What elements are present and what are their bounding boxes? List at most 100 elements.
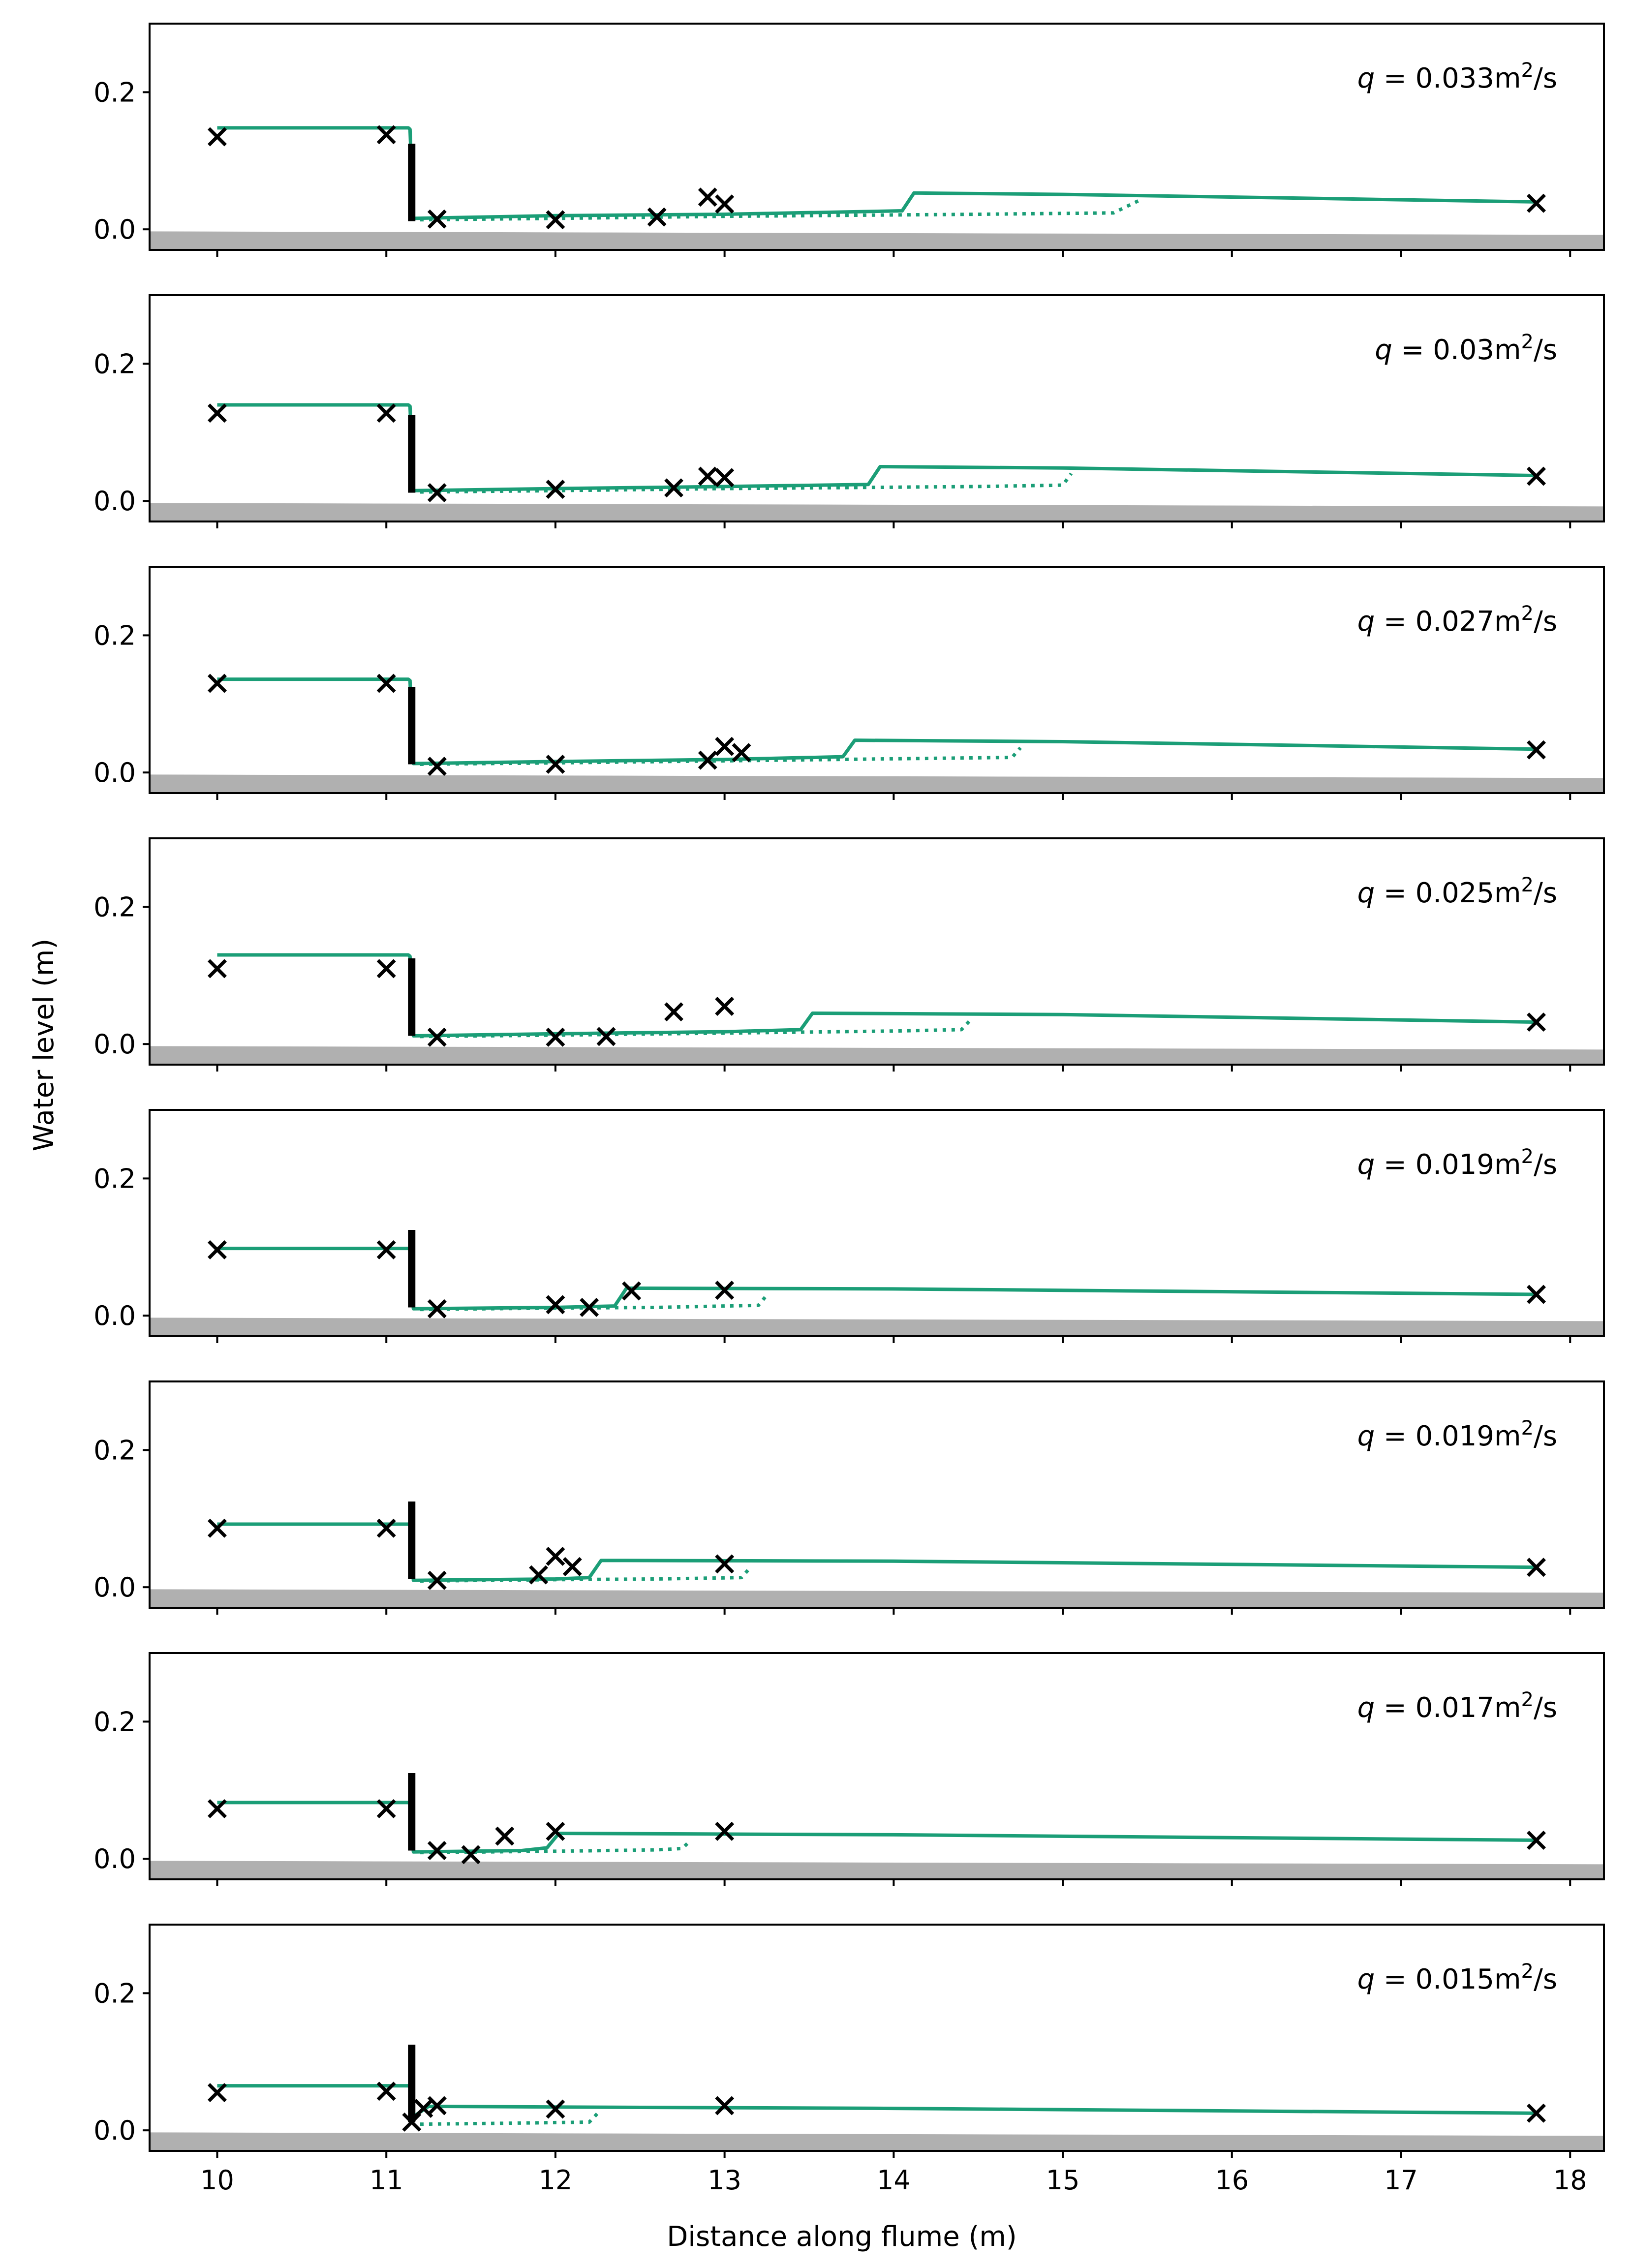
y-tick-label: 0.0	[93, 214, 136, 245]
measured-point-8	[1527, 1012, 1546, 1032]
q-unit-suffix: /s	[1534, 62, 1557, 94]
measured-marker-stroke	[376, 1799, 396, 1818]
measured-marker-stroke	[715, 468, 735, 488]
y-tick-label: 0.0	[93, 1843, 136, 1874]
measured-point-2	[376, 1518, 396, 1538]
measured-point-1	[208, 1518, 227, 1538]
measured-point-7	[715, 1281, 735, 1300]
measured-marker-stroke	[414, 2099, 433, 2118]
y-tick-label: 0.2	[93, 1163, 136, 1194]
measured-marker-stroke	[596, 1027, 616, 1046]
measured-marker-stroke	[546, 210, 565, 230]
measured-point-1	[208, 674, 227, 693]
measured-point-6	[698, 466, 717, 486]
measured-point-7	[715, 468, 735, 488]
measured-point-6	[622, 1281, 642, 1301]
q-value: = 0.017m	[1375, 1692, 1521, 1724]
measured-point-3	[427, 483, 447, 502]
measured-marker-stroke	[622, 1281, 642, 1301]
measured-point-7	[715, 2096, 735, 2115]
q-unit-suffix: /s	[1534, 606, 1557, 638]
y-tick-label: 0.2	[93, 1978, 136, 2009]
panel-4: 0.0 0.2 q = 0.025m2/s	[93, 837, 1605, 1072]
model-solid-line	[217, 126, 1537, 220]
model-dotted-line	[420, 746, 1022, 766]
measured-marker-stroke	[376, 1240, 396, 1259]
y-tick-label: 0.0	[93, 486, 136, 517]
measured-marker-stroke	[376, 959, 396, 979]
measured-marker-stroke	[664, 1002, 684, 1022]
panel-plot-area	[150, 1773, 1604, 1879]
measured-marker-stroke	[715, 1821, 735, 1841]
measured-marker-stroke	[208, 674, 227, 693]
q-symbol: q	[1375, 334, 1392, 366]
measured-marker-stroke	[715, 736, 735, 756]
q-unit-exponent: 2	[1521, 1417, 1534, 1440]
y-tick-label: 0.2	[93, 348, 136, 379]
q-unit-suffix: /s	[1534, 334, 1557, 366]
x-tick-label: 15	[1046, 2165, 1080, 2196]
y-tick-label: 0.2	[93, 1706, 136, 1737]
measured-marker-stroke	[698, 466, 717, 486]
measured-marker-stroke	[715, 1281, 735, 1300]
measured-point-7	[715, 194, 735, 214]
q-symbol: q	[1357, 1692, 1375, 1724]
measured-point-5	[580, 1297, 599, 1317]
measured-point-3	[427, 1570, 447, 1590]
measured-point-7	[715, 997, 735, 1016]
y-tick-label: 0.2	[93, 620, 136, 651]
y-tick-label: 0.2	[93, 77, 136, 108]
measured-marker-stroke	[546, 1546, 565, 1566]
model-solid-line	[217, 403, 1537, 492]
measured-point-8	[1527, 1558, 1546, 1577]
panel-5: 0.0 0.2 q = 0.019m2/s	[93, 1109, 1605, 1343]
measured-point-4	[546, 754, 565, 774]
x-tick-label: 16	[1215, 2165, 1249, 2196]
q-unit-exponent: 2	[1521, 1145, 1534, 1168]
panel-frame	[149, 1652, 1605, 1880]
measured-point-6	[664, 1002, 684, 1022]
measured-point-4	[546, 1027, 565, 1047]
measured-marker-stroke	[546, 1027, 565, 1047]
measured-marker-stroke	[1527, 2103, 1546, 2123]
measured-point-5	[647, 207, 667, 227]
x-tick-label: 17	[1384, 2165, 1418, 2196]
measured-point-8	[1527, 740, 1546, 760]
bed	[150, 2132, 1604, 2151]
measured-point-8	[1527, 466, 1546, 486]
measured-point-4	[546, 1295, 565, 1315]
measured-marker-stroke	[1527, 1831, 1546, 1850]
measured-marker-stroke	[1527, 193, 1546, 213]
measured-point-7	[732, 743, 751, 763]
bed	[150, 503, 1604, 521]
panel-frame	[149, 23, 1605, 251]
measured-point-4	[546, 210, 565, 230]
q-value: = 0.015m	[1375, 1963, 1521, 1995]
measured-point-6	[698, 187, 717, 207]
panel-frame	[149, 1380, 1605, 1609]
q-value: = 0.03m	[1392, 334, 1521, 366]
measured-marker-stroke	[715, 1554, 735, 1574]
measured-point-1	[208, 127, 227, 147]
measured-point-6	[546, 1821, 565, 1841]
measured-marker-stroke	[208, 2083, 227, 2102]
q-unit-suffix: /s	[1534, 877, 1557, 909]
measured-point-4	[529, 1565, 549, 1585]
y-tick-label: 0.2	[93, 1435, 136, 1466]
model-solid-line	[217, 677, 1537, 766]
measured-marker-stroke	[1527, 1012, 1546, 1032]
panel-frame	[149, 1109, 1605, 1337]
panel-frame	[149, 566, 1605, 794]
y-axis-label: Water level (m)	[28, 939, 60, 1152]
measured-point-2	[376, 2082, 396, 2101]
panels-group: 0.00.2 q = 0.033m2/s0.00.2 q = 0.03m2/s0.0…	[93, 23, 1605, 2196]
measured-marker-stroke	[208, 1518, 227, 1538]
measured-point-6	[546, 2099, 565, 2119]
q-value: = 0.019m	[1375, 1420, 1521, 1452]
x-tick-label: 18	[1553, 2165, 1587, 2196]
measured-point-8	[1527, 193, 1546, 213]
measured-point-1	[208, 959, 227, 979]
measured-marker-stroke	[208, 1240, 227, 1259]
measured-point-3	[427, 1027, 447, 1047]
